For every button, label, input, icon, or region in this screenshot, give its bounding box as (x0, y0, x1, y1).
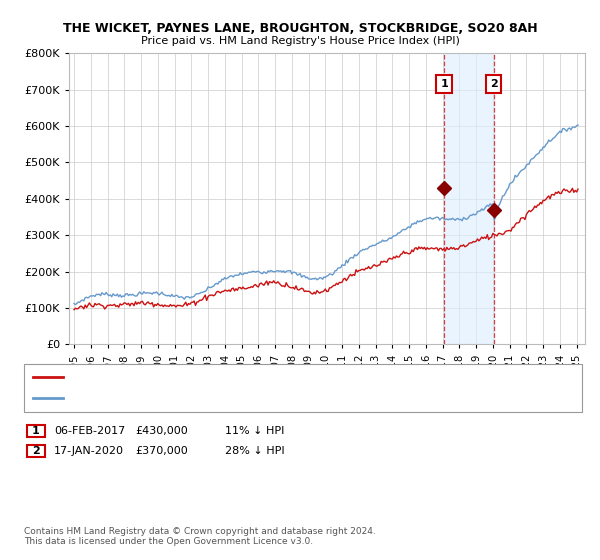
Text: £370,000: £370,000 (135, 446, 188, 456)
Text: Price paid vs. HM Land Registry's House Price Index (HPI): Price paid vs. HM Land Registry's House … (140, 36, 460, 46)
Text: £430,000: £430,000 (135, 426, 188, 436)
Text: 28% ↓ HPI: 28% ↓ HPI (225, 446, 284, 456)
Text: Contains HM Land Registry data © Crown copyright and database right 2024.
This d: Contains HM Land Registry data © Crown c… (24, 526, 376, 546)
Text: THE WICKET, PAYNES LANE, BROUGHTON, STOCKBRIDGE, SO20 8AH (detached house): THE WICKET, PAYNES LANE, BROUGHTON, STOC… (69, 372, 493, 382)
Text: HPI: Average price, detached house, Test Valley: HPI: Average price, detached house, Test… (69, 393, 301, 403)
Text: 17-JAN-2020: 17-JAN-2020 (54, 446, 124, 456)
Text: 1: 1 (32, 426, 40, 436)
Bar (444, 53, 494, 344)
Text: THE WICKET, PAYNES LANE, BROUGHTON, STOCKBRIDGE, SO20 8AH: THE WICKET, PAYNES LANE, BROUGHTON, STOC… (62, 22, 538, 35)
Text: 1: 1 (440, 79, 448, 89)
Text: 2: 2 (32, 446, 40, 456)
Text: 11% ↓ HPI: 11% ↓ HPI (225, 426, 284, 436)
Text: 06-FEB-2017: 06-FEB-2017 (54, 426, 125, 436)
Text: 2: 2 (490, 79, 497, 89)
